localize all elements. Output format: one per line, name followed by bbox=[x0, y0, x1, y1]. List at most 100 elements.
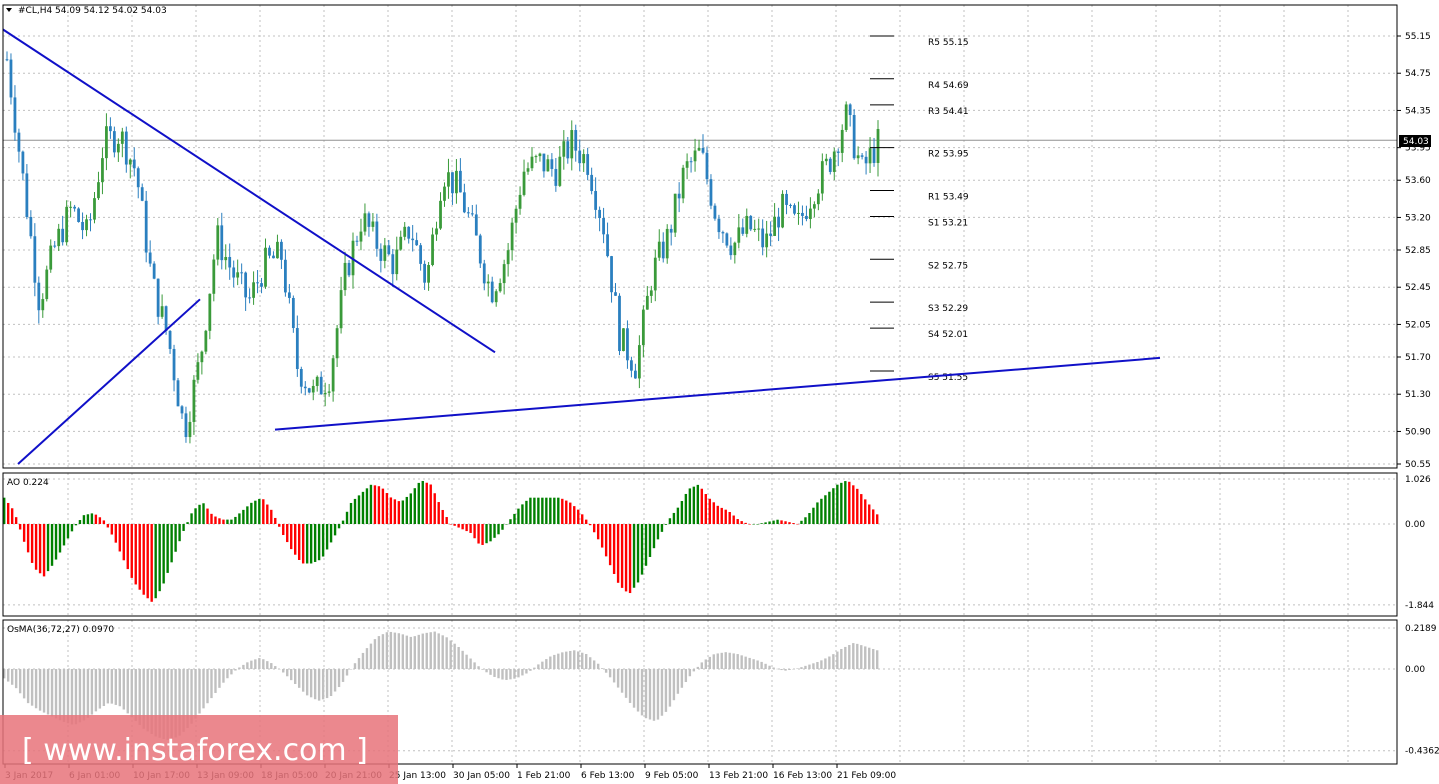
osma-bar bbox=[704, 659, 707, 669]
candle-body bbox=[785, 193, 788, 205]
osma-bar bbox=[246, 662, 249, 669]
osma-bar bbox=[812, 663, 815, 669]
ao-bar bbox=[409, 493, 413, 524]
osma-bar bbox=[585, 654, 588, 669]
ao-bar bbox=[588, 524, 592, 526]
candle-body bbox=[741, 227, 745, 234]
candle-body bbox=[474, 214, 478, 236]
osma-bar bbox=[3, 669, 6, 679]
candle-body bbox=[860, 155, 864, 157]
candle-body bbox=[216, 225, 220, 260]
osma-bar bbox=[744, 656, 747, 669]
osma-bar bbox=[688, 669, 692, 677]
osma-bar bbox=[142, 669, 145, 729]
date-tick-label: 1 Feb 21:00 bbox=[517, 771, 571, 781]
candle-body bbox=[466, 212, 470, 214]
candle-body bbox=[260, 283, 263, 287]
candle-body bbox=[284, 259, 287, 293]
candle-body bbox=[868, 148, 872, 164]
ao-bar bbox=[756, 524, 759, 525]
ao-bar bbox=[604, 524, 608, 557]
ao-bar bbox=[533, 497, 536, 524]
osma-bar bbox=[828, 656, 831, 669]
osma-bar bbox=[341, 669, 345, 682]
candle-body bbox=[272, 255, 275, 259]
osma-bar bbox=[373, 639, 377, 669]
ao-bar bbox=[106, 524, 110, 528]
candle-body bbox=[65, 206, 69, 243]
candle-body bbox=[264, 247, 267, 287]
ao-bar bbox=[517, 508, 520, 524]
candle-body bbox=[109, 126, 112, 132]
osma-bar bbox=[58, 669, 62, 721]
osma-bar bbox=[74, 669, 78, 725]
candle-body bbox=[669, 228, 673, 233]
ao-bar bbox=[688, 488, 692, 524]
ao-bar bbox=[493, 524, 496, 538]
osma-bar bbox=[680, 669, 684, 688]
osma-bar bbox=[493, 669, 496, 677]
osma-bar bbox=[134, 669, 137, 722]
osma-bar bbox=[353, 663, 357, 669]
ao-bar bbox=[190, 513, 193, 524]
ao-bar bbox=[214, 516, 217, 524]
ao-bar bbox=[457, 524, 460, 528]
candle-body bbox=[228, 256, 232, 268]
ao-bar bbox=[54, 524, 58, 560]
candle-body bbox=[538, 153, 542, 157]
ao-bar bbox=[812, 507, 815, 524]
ao-bar bbox=[848, 481, 851, 524]
ao-bar bbox=[266, 504, 269, 524]
ao-bar bbox=[345, 511, 349, 524]
triangle-down-icon[interactable] bbox=[6, 8, 12, 12]
ao-bar bbox=[676, 507, 680, 524]
osma-bar bbox=[553, 654, 556, 669]
osma-bar bbox=[345, 669, 349, 676]
candle-body bbox=[280, 241, 283, 260]
ao-bar bbox=[592, 524, 596, 533]
current-price-label: 54.03 bbox=[1403, 137, 1429, 147]
candle-body bbox=[323, 392, 327, 395]
ao-bar bbox=[202, 503, 205, 524]
osma-bar bbox=[481, 669, 484, 670]
ao-bar bbox=[337, 524, 341, 529]
ao-bar bbox=[796, 523, 799, 525]
candle-body bbox=[777, 216, 780, 228]
candle-body bbox=[343, 262, 347, 291]
candle-body bbox=[562, 141, 566, 157]
price-tick-label: 51.70 bbox=[1405, 353, 1431, 363]
osma-bar bbox=[756, 660, 759, 669]
candle-body bbox=[606, 234, 609, 257]
ao-bar bbox=[353, 498, 357, 524]
candle-body bbox=[709, 179, 713, 206]
candle-body bbox=[546, 159, 550, 172]
candle-body bbox=[626, 328, 629, 361]
osma-bar bbox=[158, 669, 161, 738]
ao-bar bbox=[780, 520, 783, 524]
osma-bar bbox=[561, 652, 564, 669]
osma-bar bbox=[596, 663, 600, 669]
ao-bar bbox=[672, 512, 676, 524]
osma-bar bbox=[864, 646, 867, 669]
osma-bar bbox=[126, 669, 129, 714]
ao-bar bbox=[58, 524, 62, 553]
candle-body bbox=[713, 205, 717, 219]
candle-body bbox=[673, 193, 677, 233]
candle-body bbox=[681, 167, 685, 199]
ao-bar bbox=[381, 488, 385, 524]
candle-body bbox=[252, 282, 255, 298]
candle-body bbox=[582, 154, 586, 164]
osma-bar bbox=[413, 636, 416, 669]
candle-body bbox=[534, 156, 538, 158]
osma-bar bbox=[297, 669, 301, 688]
ao-bar bbox=[313, 524, 317, 562]
ao-bar bbox=[521, 504, 524, 524]
candle-body bbox=[295, 328, 299, 370]
ao-bar bbox=[134, 524, 137, 585]
ao-bar bbox=[545, 497, 548, 524]
ao-bar bbox=[652, 524, 656, 549]
ao-bar bbox=[513, 513, 516, 524]
osma-bar bbox=[166, 669, 169, 741]
ao-bar bbox=[748, 524, 751, 525]
osma-bar bbox=[154, 669, 157, 737]
